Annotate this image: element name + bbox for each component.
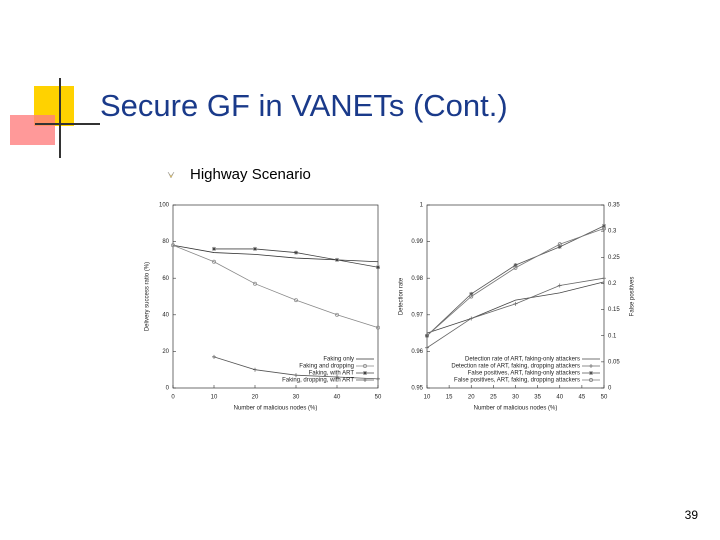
marker (212, 259, 216, 264)
y-axis-label: Detection rate (399, 277, 405, 315)
series-line (172, 244, 379, 263)
x-tick-label: 20 (468, 395, 475, 401)
y-tick-label: 0.95 (411, 386, 423, 392)
marker (376, 376, 380, 381)
series-line (172, 244, 379, 328)
marker (513, 263, 518, 268)
marker (253, 246, 257, 251)
x-tick-label: 50 (601, 395, 608, 401)
y2-tick-label: 0.05 (608, 359, 620, 365)
x-tick-label: 35 (534, 395, 541, 401)
x-tick-label: 20 (252, 395, 259, 401)
y-tick-label: 40 (162, 312, 169, 318)
marker (469, 294, 474, 299)
marker (363, 378, 367, 382)
marker (294, 298, 298, 303)
legend-label: Faking only (323, 357, 354, 363)
x-tick-label: 45 (579, 395, 586, 401)
y2-tick-label: 0.35 (608, 203, 620, 209)
y-tick-label: 20 (162, 349, 169, 355)
marker (171, 243, 175, 248)
marker (425, 333, 429, 338)
x-tick-label: 40 (556, 395, 563, 401)
deco-square (10, 115, 55, 145)
y2-tick-label: 0.3 (608, 229, 617, 235)
marker (294, 373, 298, 378)
marker (589, 371, 593, 375)
marker (335, 257, 339, 262)
y-tick-label: 80 (162, 239, 169, 245)
y-tick-label: 0 (166, 386, 170, 392)
slide-title: Secure GF in VANETs (Cont.) (100, 88, 508, 123)
x-tick-label: 0 (171, 395, 175, 401)
marker (557, 242, 562, 247)
bullet-icon (167, 171, 175, 179)
legend-label: Faking and dropping (299, 364, 354, 370)
x-tick-label: 30 (293, 395, 300, 401)
marker (363, 371, 367, 375)
marker (469, 316, 474, 321)
x-tick-label: 10 (211, 395, 218, 401)
marker (376, 325, 380, 330)
legend-label: Faking, with ART (309, 371, 355, 377)
marker (557, 283, 562, 288)
marker (513, 265, 518, 270)
y2-tick-label: 0.25 (608, 255, 620, 261)
marker (425, 345, 429, 350)
x-tick-label: 40 (334, 395, 341, 401)
marker (335, 375, 339, 380)
marker (589, 378, 593, 382)
x-axis-label: Number of malicious nodes (%) (474, 406, 558, 412)
series-line (426, 228, 605, 337)
bullet-text: Highway Scenario (190, 166, 311, 183)
marker (513, 301, 518, 306)
y-tick-label: 0.96 (411, 349, 423, 355)
legend-label: False positives, ART, faking-only attack… (468, 371, 580, 377)
marker (557, 244, 562, 249)
x-tick-label: 50 (375, 395, 382, 401)
marker (212, 354, 216, 359)
y-tick-label: 0.97 (411, 312, 423, 318)
y-tick-label: 0.99 (411, 239, 423, 245)
marker (253, 281, 257, 286)
marker (363, 364, 367, 368)
y-tick-label: 1 (420, 203, 424, 209)
y-tick-label: 0.98 (411, 276, 423, 282)
x-tick-label: 10 (424, 395, 431, 401)
y2-tick-label: 0.1 (608, 333, 617, 339)
marker (212, 246, 216, 251)
y-axis-label: Delivery success ratio (%) (145, 262, 151, 331)
marker (602, 223, 606, 228)
x-tick-label: 15 (446, 395, 453, 401)
marker (602, 226, 606, 231)
marker (335, 312, 339, 317)
legend-label: Detection rate of ART, faking-only attac… (465, 357, 580, 363)
x-axis-label: Number of malicious nodes (%) (234, 406, 318, 412)
legend-label: False positives, ART, faking, dropping a… (454, 378, 580, 384)
marker (294, 250, 298, 255)
marker (253, 367, 257, 372)
x-tick-label: 25 (490, 395, 497, 401)
x-tick-label: 30 (512, 395, 519, 401)
plot-frame (172, 204, 379, 389)
y2-tick-label: 0 (608, 386, 612, 392)
y2-tick-label: 0.15 (608, 307, 620, 313)
legend-label: Detection rate of ART, faking, dropping … (451, 364, 580, 370)
legend-label: Faking, dropping, with ART (282, 378, 354, 384)
y2-tick-label: 0.2 (608, 281, 617, 287)
y-tick-label: 60 (162, 276, 169, 282)
page-number: 39 (685, 508, 699, 522)
series-line (426, 281, 605, 334)
marker (376, 265, 380, 270)
marker (602, 276, 606, 281)
y-tick-label: 100 (159, 203, 170, 209)
marker (589, 364, 593, 368)
y2-axis-label: False positives (630, 277, 636, 317)
marker (469, 291, 474, 296)
